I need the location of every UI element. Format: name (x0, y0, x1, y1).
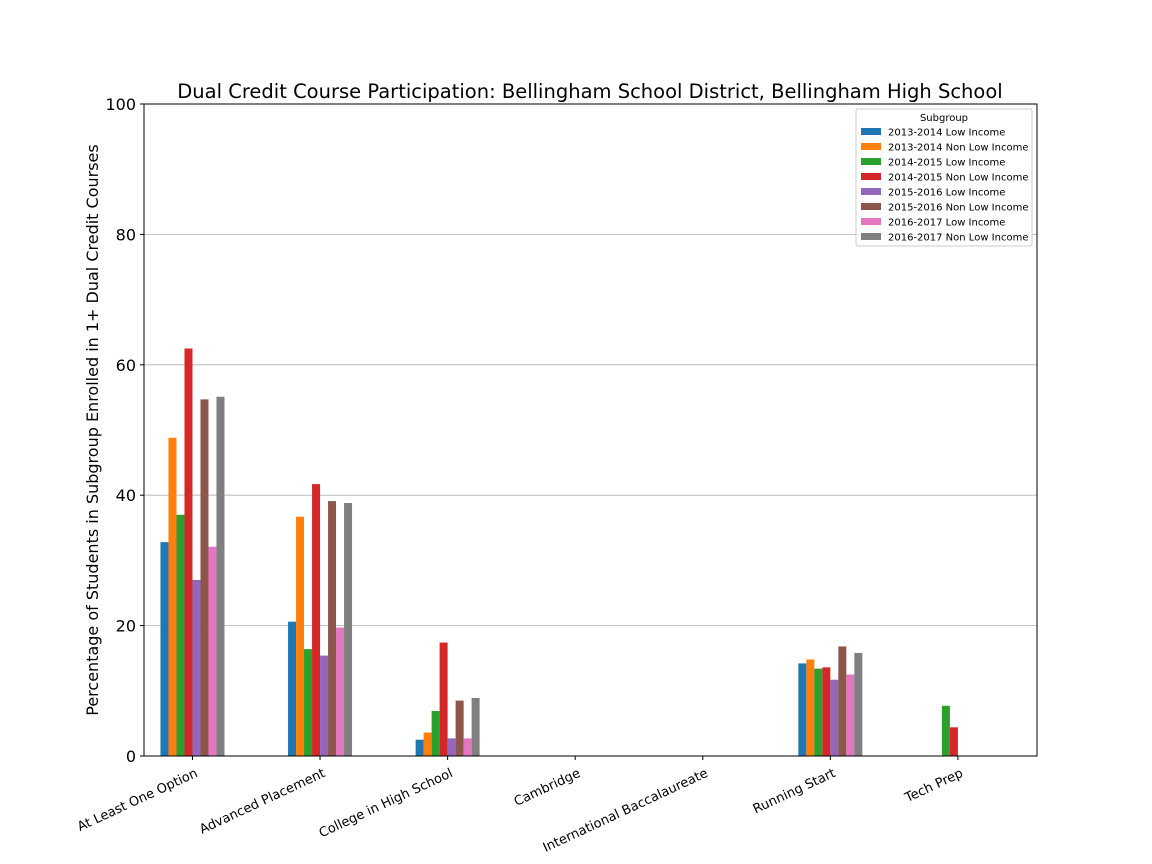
legend-swatch (861, 128, 881, 135)
legend-entry: 2013-2014 Non Low Income (888, 143, 1028, 154)
bar (941, 705, 950, 756)
bar (830, 679, 839, 756)
bar (208, 546, 217, 756)
bar (184, 348, 193, 756)
plot-area (143, 103, 1038, 757)
bar (846, 674, 855, 756)
bar (168, 437, 177, 756)
x-tick-label: College in High School (317, 766, 455, 841)
y-tick-label: 60 (116, 356, 136, 375)
y-tick-label: 20 (116, 617, 136, 636)
legend-entry: 2016-2017 Low Income (888, 218, 1005, 229)
x-tick-label: Cambridge (512, 766, 583, 810)
chart-title: Dual Credit Course Participation: Bellin… (177, 80, 1002, 103)
bar (822, 667, 831, 756)
legend-swatch (861, 173, 881, 180)
bar (814, 668, 823, 756)
legend-swatch (861, 143, 881, 150)
bar (463, 738, 472, 756)
bar (176, 514, 185, 756)
bar (439, 642, 448, 756)
y-tick-label: 0 (126, 747, 136, 766)
legend-entry: 2014-2015 Low Income (888, 158, 1005, 169)
bar (328, 501, 337, 756)
legend-entry: 2013-2014 Low Income (888, 128, 1005, 139)
x-tick-label: Advanced Placement (197, 766, 327, 837)
y-tick-label: 40 (116, 486, 136, 505)
bar (949, 727, 958, 756)
bars (160, 348, 958, 756)
bar (798, 663, 807, 756)
bar (288, 621, 297, 756)
bar (320, 655, 329, 756)
legend-entry: 2015-2016 Low Income (888, 188, 1005, 199)
bar (471, 697, 480, 756)
bar (838, 646, 847, 756)
bar (160, 542, 169, 756)
bar (447, 738, 456, 756)
bar (415, 739, 424, 756)
bar (455, 700, 464, 756)
legend-entry: 2015-2016 Non Low Income (888, 203, 1028, 214)
bar (296, 516, 305, 756)
y-axis-label: Percentage of Students in Subgroup Enrol… (83, 144, 102, 715)
bar (312, 484, 321, 756)
legend-title: Subgroup (920, 113, 968, 124)
x-tick-label: Running Start (751, 766, 838, 817)
bar (423, 732, 432, 756)
y-tick-label: 100 (105, 95, 136, 114)
legend-swatch (861, 188, 881, 195)
legend-swatch (861, 218, 881, 225)
bar (200, 399, 209, 756)
bar (216, 396, 225, 756)
legend-swatch (861, 158, 881, 165)
legend-box (855, 108, 1033, 247)
x-tick-label: At Least One Option (75, 766, 200, 835)
legend-swatch (861, 233, 881, 240)
y-axis: 0 20 40 60 80 100 (105, 95, 144, 766)
y-tick-label: 80 (116, 225, 136, 244)
bar (344, 503, 353, 756)
legend: Subgroup 2013-2014 Low Income 2013-2014 N… (855, 108, 1033, 247)
legend-entry: 2016-2017 Non Low Income (888, 233, 1028, 244)
x-tick-label: Tech Prep (902, 766, 966, 806)
bar (336, 627, 345, 756)
bar (304, 649, 313, 756)
bar (854, 652, 863, 756)
bar (431, 711, 440, 756)
bar (806, 659, 815, 756)
legend-swatch (861, 203, 881, 210)
bar (192, 579, 201, 756)
legend-entry: 2014-2015 Non Low Income (888, 173, 1028, 184)
